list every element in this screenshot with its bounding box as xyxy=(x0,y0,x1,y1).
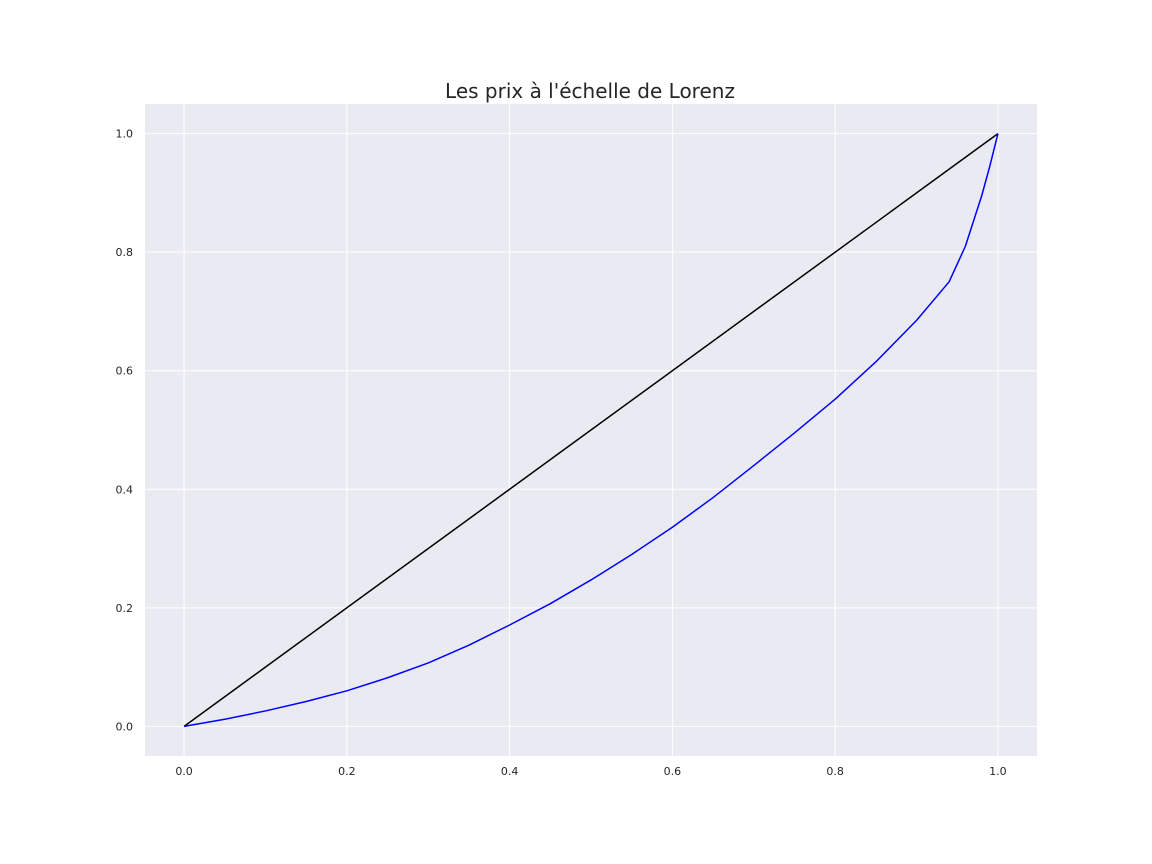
y-tick-label: 0.8 xyxy=(116,246,134,259)
grid xyxy=(145,104,1037,756)
y-tick-label: 0.2 xyxy=(116,602,134,615)
y-tick-label: 0.6 xyxy=(116,365,134,378)
x-tick-label: 0.0 xyxy=(175,765,193,778)
x-tick-label: 0.4 xyxy=(501,765,519,778)
chart-title: Les prix à l'échelle de Lorenz xyxy=(445,79,735,103)
series-layer xyxy=(183,133,999,728)
equality-line xyxy=(183,133,999,727)
lorenz-curve xyxy=(183,133,999,728)
y-tick-label: 0.0 xyxy=(116,720,134,733)
x-tick-label: 1.0 xyxy=(989,765,1007,778)
y-tick-label: 1.0 xyxy=(116,128,134,141)
x-tick-label: 0.2 xyxy=(338,765,356,778)
x-tick-label: 0.6 xyxy=(664,765,682,778)
tick-labels: 0.0 0.2 0.4 0.6 0.8 1.0 0.0 0.2 0.4 0.6 0.8 1.0 xyxy=(116,128,1007,778)
y-tick-label: 0.4 xyxy=(116,483,134,496)
x-tick-label: 0.8 xyxy=(826,765,844,778)
